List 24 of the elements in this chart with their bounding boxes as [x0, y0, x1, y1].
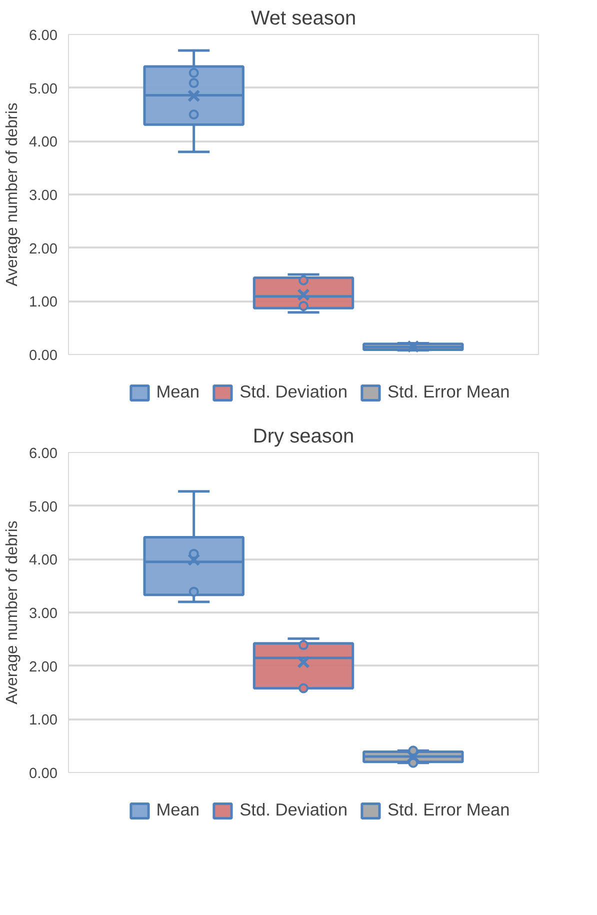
- legend-label: Std. Deviation: [240, 800, 348, 820]
- y-tick-label: 0.00: [28, 348, 58, 364]
- y-tick-label: 5.00: [28, 81, 58, 98]
- y-tick-label: 5.00: [28, 499, 58, 516]
- y-tick-label: 0.00: [28, 766, 58, 782]
- legend-label: Std. Deviation: [240, 382, 348, 402]
- legend-label: Std. Error Mean: [387, 800, 510, 820]
- y-tick-label: 1.00: [28, 712, 58, 729]
- y-tick-label: 4.00: [28, 552, 58, 569]
- y-tick-label: 2.00: [28, 659, 58, 676]
- y-tick-label: 3.00: [28, 188, 58, 204]
- legend-label: Mean: [156, 382, 200, 402]
- legend-label: Mean: [156, 800, 200, 820]
- y-tick-label: 6.00: [28, 446, 58, 462]
- chart-title: Dry season: [252, 426, 354, 448]
- y-axis-title: Average number of debris: [4, 520, 21, 704]
- y-tick-label: 1.00: [28, 294, 58, 311]
- y-axis-title: Average number of debris: [4, 102, 21, 286]
- y-tick-label: 4.00: [28, 134, 58, 151]
- y-tick-label: 2.00: [28, 241, 58, 258]
- legend-label: Std. Error Mean: [387, 382, 510, 402]
- y-tick-label: 3.00: [28, 606, 58, 622]
- y-tick-label: 6.00: [28, 28, 58, 44]
- chart-title: Wet season: [250, 8, 356, 30]
